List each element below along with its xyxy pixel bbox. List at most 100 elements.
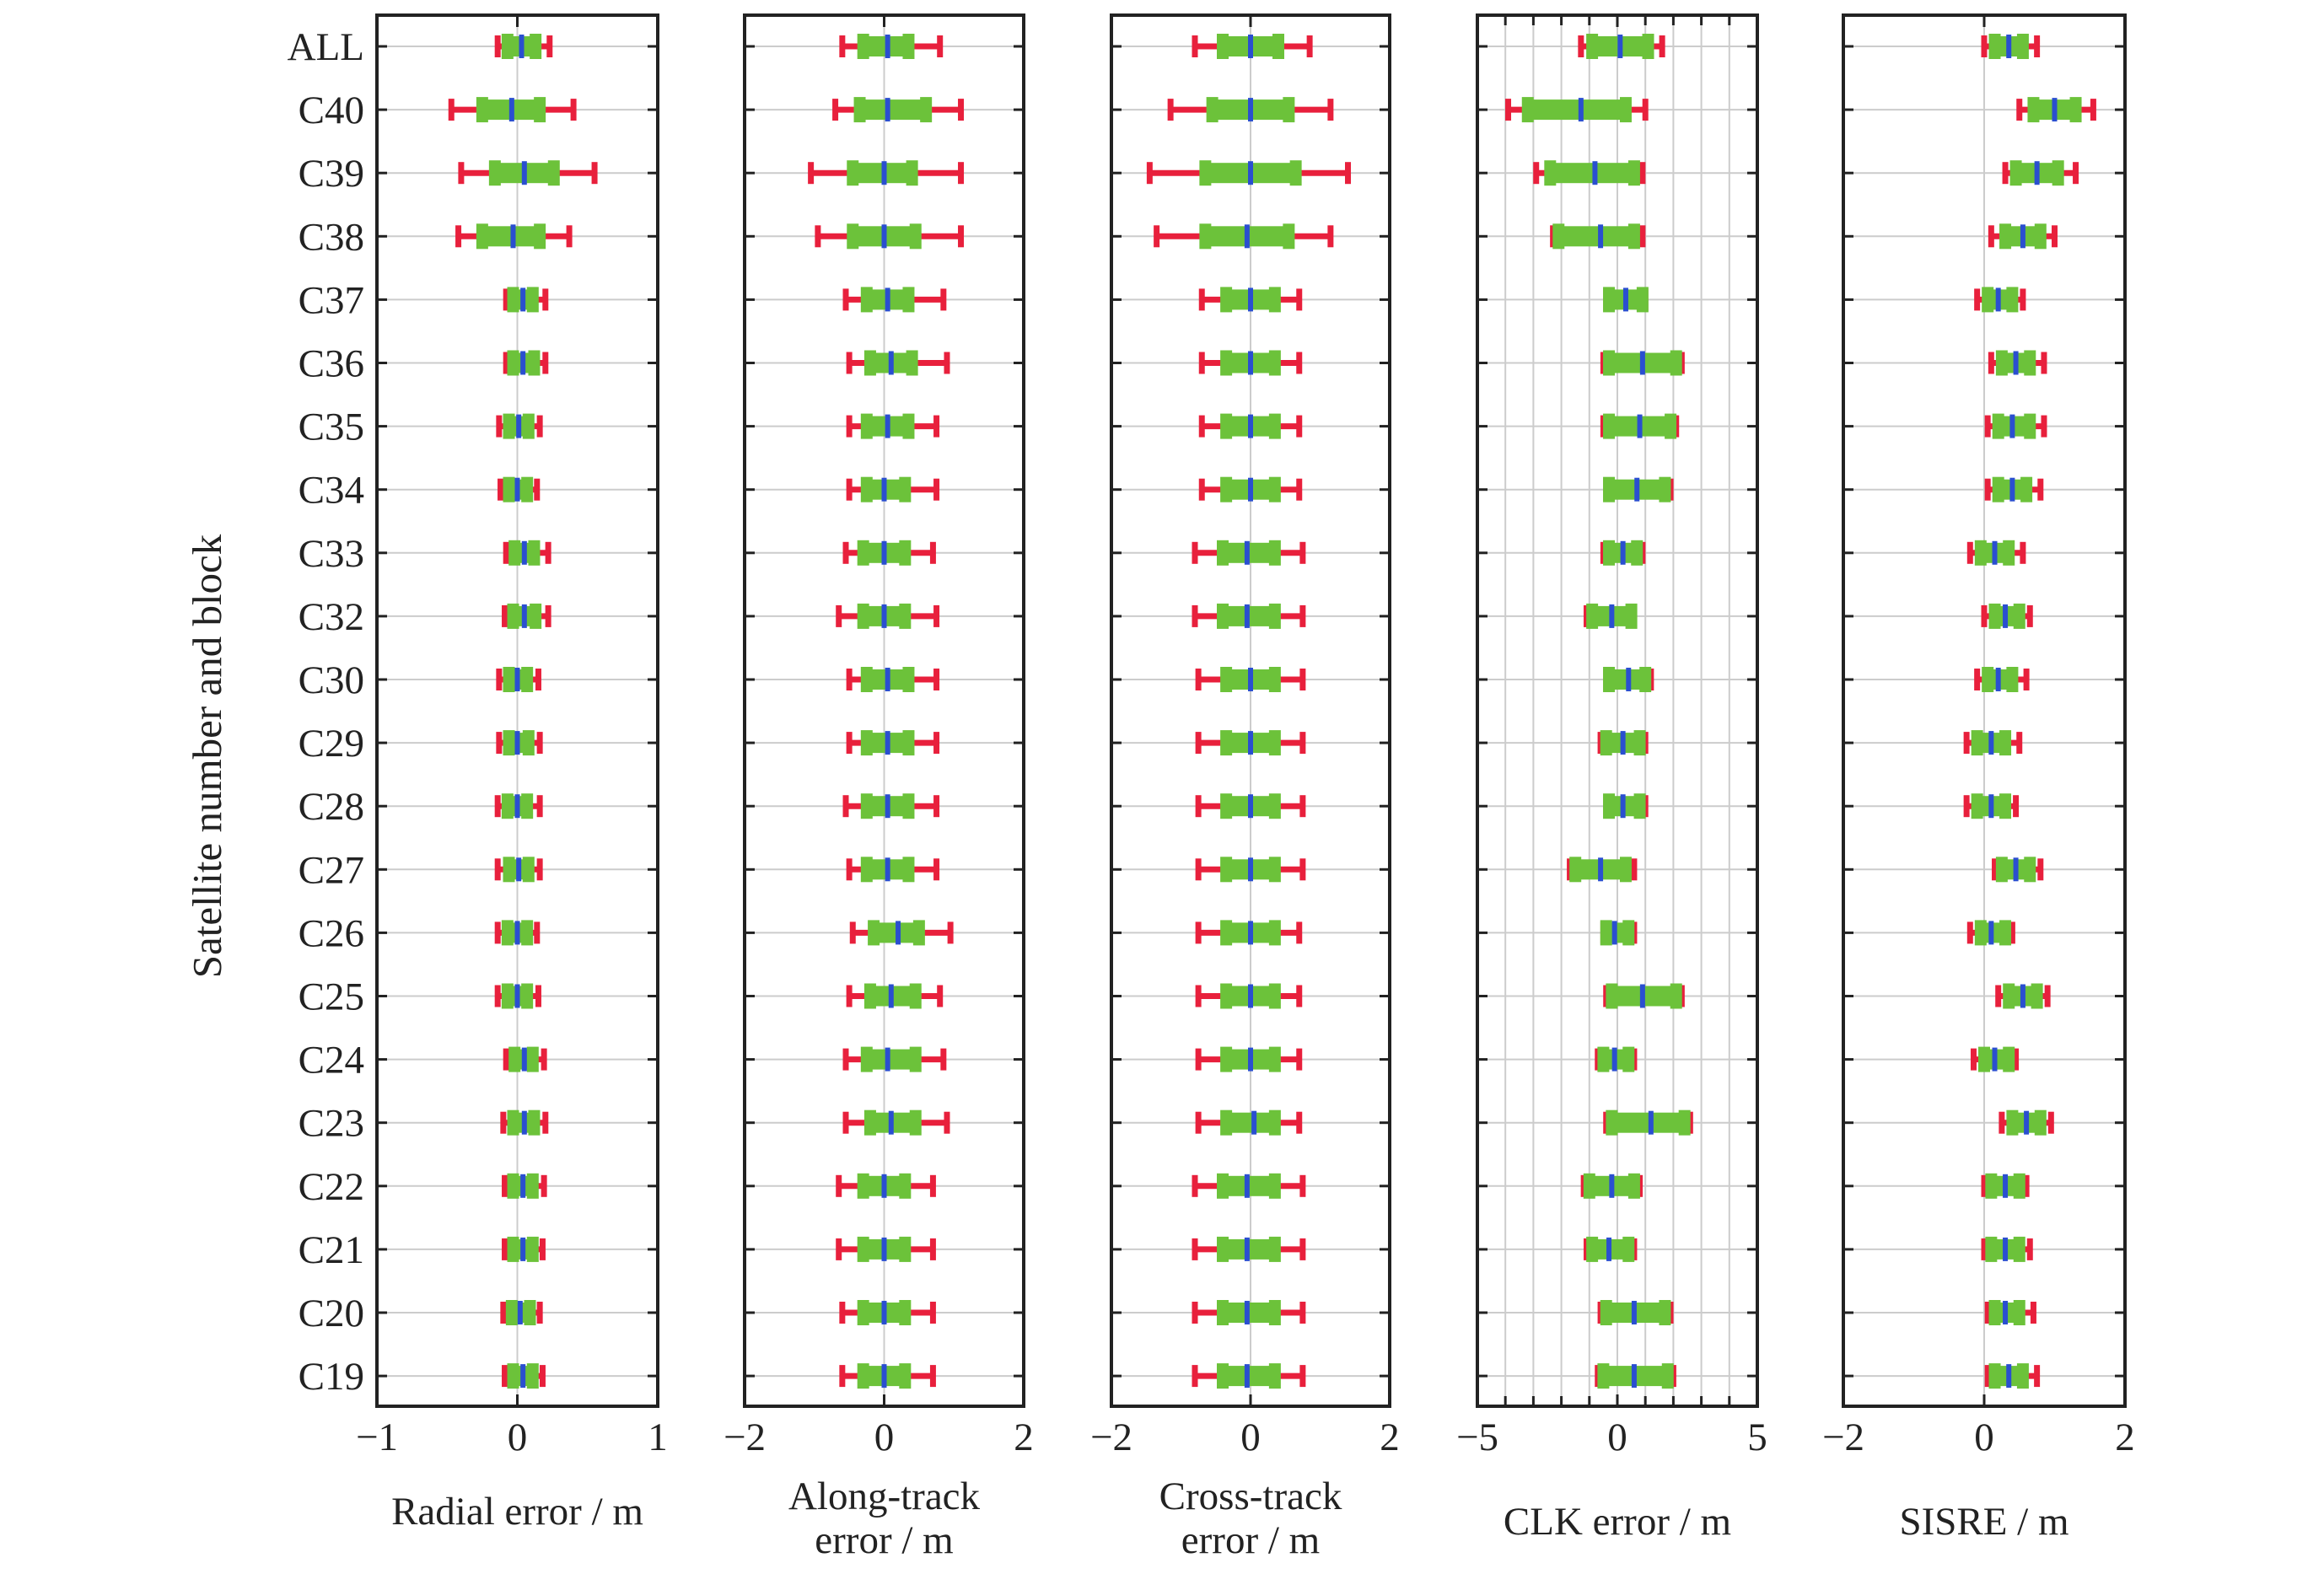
box-c36 xyxy=(503,350,549,376)
box-c35 xyxy=(846,413,940,439)
row-label-c25: C25 xyxy=(299,975,364,1019)
box-c23 xyxy=(1195,1109,1303,1136)
box-q1-edge xyxy=(1603,476,1616,502)
box-q3-edge xyxy=(1631,540,1643,566)
box-q3-edge xyxy=(1622,920,1635,946)
box-q1-edge xyxy=(1220,983,1233,1009)
row-label-c26: C26 xyxy=(299,911,364,955)
box-c33 xyxy=(842,540,936,566)
x-axis-title: SISRE / m xyxy=(1899,1500,2068,1544)
box-c22 xyxy=(1192,1173,1306,1199)
box-q3-edge xyxy=(1268,730,1281,756)
x-tick-label: 1 xyxy=(648,1416,668,1459)
box-q1-edge xyxy=(1199,223,1212,250)
box-q1-edge xyxy=(868,920,880,946)
x-tick-label: 2 xyxy=(1380,1416,1400,1459)
box-c19 xyxy=(1984,1363,2041,1389)
box-q1-edge xyxy=(476,97,488,123)
box-q1-edge xyxy=(1603,287,1616,313)
box-q3-edge xyxy=(1661,1363,1674,1389)
box-q1-edge xyxy=(1220,350,1233,376)
box-q1-edge xyxy=(508,1046,521,1072)
box-q1-edge xyxy=(863,983,876,1009)
box-q3-edge xyxy=(2024,413,2036,439)
box-c28 xyxy=(842,793,940,819)
box-q3-edge xyxy=(1268,1173,1281,1199)
box-q3-edge xyxy=(902,857,915,883)
box-q1-edge xyxy=(507,1236,519,1262)
x-axis-title: Along-track error / m xyxy=(788,1475,981,1562)
box-q3-edge xyxy=(2006,287,2019,313)
x-tick-label: 2 xyxy=(1014,1416,1034,1459)
x-tick-label: −2 xyxy=(724,1416,766,1459)
box-q3-edge xyxy=(1625,603,1638,629)
box-iqr xyxy=(866,1049,916,1070)
box-iqr xyxy=(1226,1112,1275,1133)
box-c28 xyxy=(494,793,543,819)
box-q1-edge xyxy=(1988,1363,2001,1389)
box-q3-edge xyxy=(1639,667,1652,692)
box-q1-edge xyxy=(1220,1109,1233,1136)
box-c32 xyxy=(1583,603,1638,629)
box-q3-edge xyxy=(2016,1363,2029,1389)
box-c35 xyxy=(1198,413,1303,439)
box-c25 xyxy=(1603,983,1685,1009)
box-c34 xyxy=(1198,476,1303,502)
row-label-c23: C23 xyxy=(299,1102,364,1146)
box-iqr xyxy=(1611,1112,1685,1133)
x-axis-title-line: Cross-track xyxy=(1159,1475,1342,1518)
box-q3-edge xyxy=(2069,97,2082,123)
row-label-c34: C34 xyxy=(299,469,364,513)
box-q1-edge xyxy=(1206,97,1218,123)
box-c37 xyxy=(1603,287,1649,313)
box-c25 xyxy=(846,983,944,1009)
box-q3-edge xyxy=(534,223,546,250)
box-c25 xyxy=(1195,983,1303,1009)
box-q1-edge xyxy=(507,1109,519,1136)
box-c37 xyxy=(1198,287,1303,313)
box-q3-edge xyxy=(534,97,546,123)
box-q3-edge xyxy=(1268,1109,1281,1136)
box-q3-edge xyxy=(1665,413,1677,439)
box-q3-edge xyxy=(521,476,534,502)
box-c38 xyxy=(1988,223,2058,250)
row-label-c21: C21 xyxy=(299,1228,364,1272)
box-q3-edge xyxy=(906,160,918,186)
box-q1-edge xyxy=(508,540,521,566)
box-q1-edge xyxy=(507,287,519,313)
box-c32 xyxy=(836,603,940,629)
box-q1-edge xyxy=(1220,287,1233,313)
box-q3-edge xyxy=(1633,730,1646,756)
box-c21 xyxy=(502,1236,546,1262)
box-q3-edge xyxy=(2024,350,2036,376)
box-q1-edge xyxy=(1982,667,1994,692)
x-tick-label: 0 xyxy=(1974,1416,1994,1459)
box-q1-edge xyxy=(1597,1363,1610,1389)
box-q3-edge xyxy=(1268,540,1281,566)
box-q1-edge xyxy=(1220,920,1233,946)
box-q3-edge xyxy=(1627,1173,1640,1199)
row-label-c40: C40 xyxy=(299,89,364,132)
box-q1-edge xyxy=(1552,223,1565,250)
box-c24 xyxy=(1970,1046,2020,1072)
row-label-c35: C35 xyxy=(299,406,364,449)
box-c27 xyxy=(1567,857,1638,883)
box-c38 xyxy=(1154,223,1334,250)
box-q1-edge xyxy=(1988,34,2001,59)
box-c20 xyxy=(1597,1300,1674,1325)
box-c19 xyxy=(502,1363,546,1389)
x-axis-title-line: error / m xyxy=(815,1518,953,1562)
box-c39 xyxy=(458,160,598,186)
box-q1-edge xyxy=(1992,413,2004,439)
box-c33 xyxy=(1966,540,2026,566)
row-label-c24: C24 xyxy=(299,1039,364,1082)
box-q1-edge xyxy=(1985,1236,1998,1262)
box-c23 xyxy=(1603,1109,1693,1136)
x-axis-title-line: SISRE / m xyxy=(1899,1500,2068,1544)
box-c36 xyxy=(1600,350,1685,376)
box-q1-edge xyxy=(1995,857,2008,883)
box-q1-edge xyxy=(488,160,501,186)
row-label-c19: C19 xyxy=(299,1355,364,1399)
